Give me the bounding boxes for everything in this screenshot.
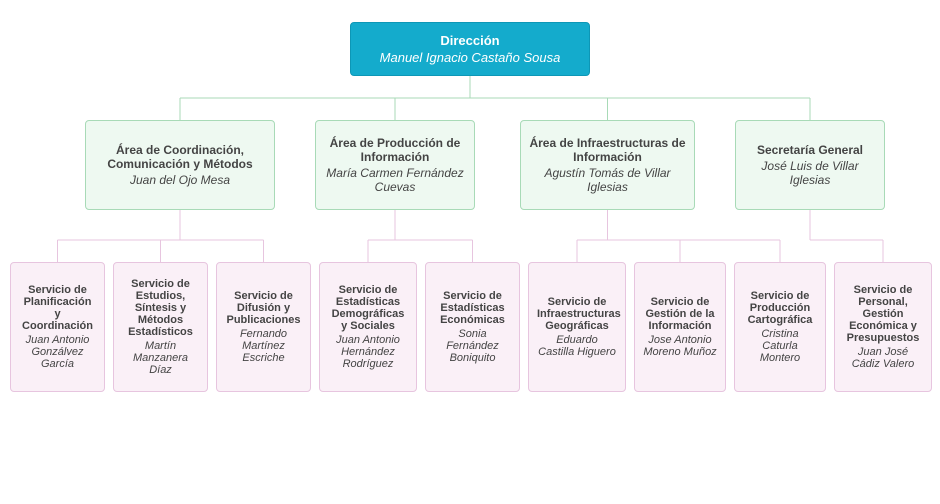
node-title: Servicio de Gestión de la Información [643,296,717,332]
node-person: Jose Antonio Moreno Muñoz [643,334,717,358]
node-title: Área de Producción de Información [324,136,466,164]
node-title: Servicio de Planificación y Coordinación [19,284,96,332]
node-area-infraestructuras: Área de Infraestructuras de Información … [520,120,695,210]
node-title: Servicio de Estadísticas Demográficas y … [328,284,408,332]
node-person: Juan Antonio Gonzálvez García [19,334,96,370]
node-title: Servicio de Personal, Gestión Económica … [843,284,923,344]
node-servicio-personal: Servicio de Personal, Gestión Económica … [834,262,932,392]
node-title: Dirección [359,33,581,48]
node-person: Juan Antonio Hernández Rodríguez [328,334,408,370]
node-person: María Carmen Fernández Cuevas [324,166,466,194]
node-servicio-gestion-info: Servicio de Gestión de la Información Jo… [634,262,726,392]
node-area-coordinacion: Área de Coordinación, Comunicación y Mét… [85,120,275,210]
node-title: Servicio de Estadísticas Económicas [434,290,511,326]
node-person: Manuel Ignacio Castaño Sousa [359,50,581,65]
node-servicio-planificacion: Servicio de Planificación y Coordinación… [10,262,105,392]
node-title: Secretaría General [744,143,876,157]
node-servicio-cartografica: Servicio de Producción Cartográfica Cris… [734,262,826,392]
node-servicio-geograficas: Servicio de Infraestructuras Geográficas… [528,262,626,392]
node-person: Martín Manzanera Díaz [122,340,199,376]
node-title: Servicio de Difusión y Publicaciones [225,290,302,326]
node-title: Servicio de Estudios, Síntesis y Métodos… [122,278,199,338]
node-person: Juan del Ojo Mesa [94,173,266,187]
node-title: Servicio de Infraestructuras Geográficas [537,296,617,332]
node-person: Cristina Caturla Montero [743,328,817,364]
node-person: José Luis de Villar Iglesias [744,159,876,187]
node-servicio-estudios: Servicio de Estudios, Síntesis y Métodos… [113,262,208,392]
node-person: Eduardo Castilla Higuero [537,334,617,358]
node-title: Área de Coordinación, Comunicación y Mét… [94,143,266,171]
node-direccion: Dirección Manuel Ignacio Castaño Sousa [350,22,590,76]
node-secretaria-general: Secretaría General José Luis de Villar I… [735,120,885,210]
node-title: Área de Infraestructuras de Información [529,136,686,164]
node-area-produccion: Área de Producción de Información María … [315,120,475,210]
node-person: Juan José Cádiz Valero [843,346,923,370]
node-servicio-difusion: Servicio de Difusión y Publicaciones Fer… [216,262,311,392]
node-person: Sonia Fernández Boniquito [434,328,511,364]
node-servicio-demograficas: Servicio de Estadísticas Demográficas y … [319,262,417,392]
node-title: Servicio de Producción Cartográfica [743,290,817,326]
node-person: Agustín Tomás de Villar Iglesias [529,166,686,194]
node-person: Fernando Martínez Escriche [225,328,302,364]
node-servicio-economicas: Servicio de Estadísticas Económicas Soni… [425,262,520,392]
